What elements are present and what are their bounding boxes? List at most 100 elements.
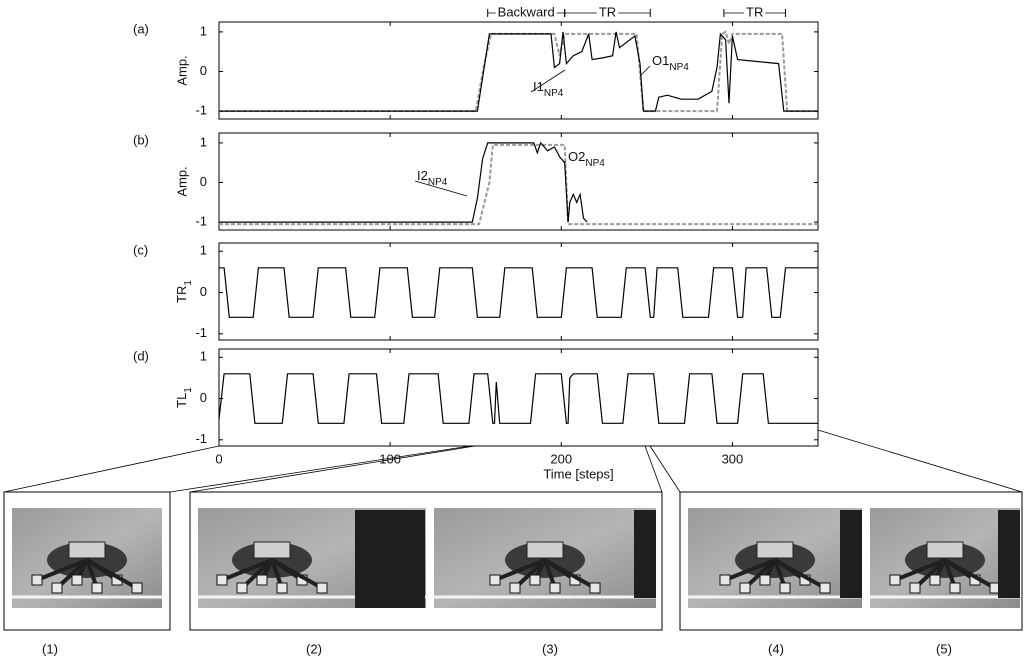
series-line xyxy=(218,373,818,424)
robot-joint xyxy=(889,574,901,586)
robot-joint xyxy=(739,582,751,594)
obstacle xyxy=(998,510,1020,598)
robot-joint xyxy=(31,574,43,586)
phase-label: Backward xyxy=(498,4,555,19)
y-axis-label: TR1 xyxy=(174,280,193,303)
robot-joint xyxy=(71,574,83,586)
y-axis-label-sub: 1 xyxy=(183,387,194,393)
y-tick-label: 0 xyxy=(200,284,207,299)
y-tick-label: -1 xyxy=(195,214,207,229)
zoom-line xyxy=(169,445,471,493)
y-tick-label: 1 xyxy=(200,23,207,38)
series-label-sub: NP4 xyxy=(669,62,689,73)
zoom-line xyxy=(644,445,663,493)
robot-joint xyxy=(316,582,328,594)
robot-joint xyxy=(131,582,143,594)
series-line xyxy=(219,141,588,223)
obstacle xyxy=(634,510,656,598)
panel-label: (a) xyxy=(133,21,149,36)
robot-leg xyxy=(944,558,996,590)
robot-leg xyxy=(894,558,946,582)
y-tick-label: 0 xyxy=(200,174,207,189)
photo-caption: (2) xyxy=(306,641,322,656)
y-tick-label: 1 xyxy=(200,134,207,149)
robot-joint xyxy=(759,574,771,586)
robot-joint xyxy=(489,574,501,586)
robot-leg xyxy=(86,558,138,590)
x-tick-label: 200 xyxy=(550,451,572,466)
photo-caption: (1) xyxy=(42,641,58,656)
phase-label-bg xyxy=(596,6,619,20)
phase-label: TR xyxy=(599,4,616,19)
series-label: I2NP4 xyxy=(417,168,448,187)
x-tick-label: 300 xyxy=(722,451,744,466)
series-line xyxy=(219,267,818,318)
robot-body xyxy=(926,541,964,559)
robot-leg xyxy=(221,558,273,582)
plot-frame xyxy=(218,242,819,341)
y-tick-label: 0 xyxy=(200,63,207,78)
panel-label: (b) xyxy=(133,132,149,147)
x-tick-label: 0 xyxy=(215,451,222,466)
robot-joint xyxy=(91,582,103,594)
panel-label: (d) xyxy=(133,348,149,363)
phase-label: TR xyxy=(746,4,763,19)
robot-joint xyxy=(51,582,63,594)
robot-leg xyxy=(36,558,88,582)
robot-joint xyxy=(819,582,831,594)
robot-joint xyxy=(909,582,921,594)
robot-leg xyxy=(724,558,776,582)
label-pointer xyxy=(414,180,468,197)
frame xyxy=(3,491,171,631)
robot-joint xyxy=(216,574,228,586)
y-axis-label: Amp. xyxy=(174,55,189,85)
y-tick-label: -1 xyxy=(195,103,207,118)
y-axis-label: Amp. xyxy=(174,166,189,196)
robot-leg xyxy=(774,558,826,590)
x-tick-label: 100 xyxy=(379,451,401,466)
photo-strip xyxy=(3,429,1023,631)
robot-joint xyxy=(779,582,791,594)
robot-joint xyxy=(509,582,521,594)
robot-body xyxy=(68,541,106,559)
y-tick-label: 1 xyxy=(200,349,207,364)
y-axis-label-main: TL xyxy=(174,393,189,408)
phase-label-bg xyxy=(744,6,766,20)
series-label-sub: NP4 xyxy=(585,158,605,169)
y-tick-label: -1 xyxy=(195,431,207,446)
series-line xyxy=(219,143,818,226)
plot-frame xyxy=(218,132,819,231)
x-axis-label: Time [steps] xyxy=(543,466,613,481)
robot-joint xyxy=(256,574,268,586)
frame xyxy=(679,491,1023,631)
robot-joint xyxy=(276,582,288,594)
zoom-line xyxy=(3,445,220,493)
zoom-line xyxy=(817,429,1023,493)
series-label-main: I2 xyxy=(417,168,428,183)
robot-joint xyxy=(719,574,731,586)
robot-body xyxy=(253,541,291,559)
robot-body xyxy=(526,541,564,559)
robot-joint xyxy=(949,582,961,594)
obstacle xyxy=(840,510,862,598)
robot-joint xyxy=(236,582,248,594)
series-line xyxy=(219,30,818,113)
series-label: O1NP4 xyxy=(652,53,689,72)
robot-joint xyxy=(549,582,561,594)
panel-label: (c) xyxy=(133,242,148,257)
zoom-line xyxy=(189,445,476,493)
label-pointer xyxy=(639,65,651,77)
frame xyxy=(189,491,663,631)
series-label-main: O2 xyxy=(568,149,585,164)
robot-joint xyxy=(529,574,541,586)
plot-frame xyxy=(218,348,819,447)
series-label-main: O1 xyxy=(652,53,669,68)
series-label-main: I1 xyxy=(533,79,544,94)
robot-joint xyxy=(929,574,941,586)
y-tick-label: 0 xyxy=(200,390,207,405)
robot-joint xyxy=(589,582,601,594)
series-label-sub: NP4 xyxy=(428,177,448,188)
phase-label-bg xyxy=(495,6,557,20)
photo-caption: (5) xyxy=(936,641,952,656)
